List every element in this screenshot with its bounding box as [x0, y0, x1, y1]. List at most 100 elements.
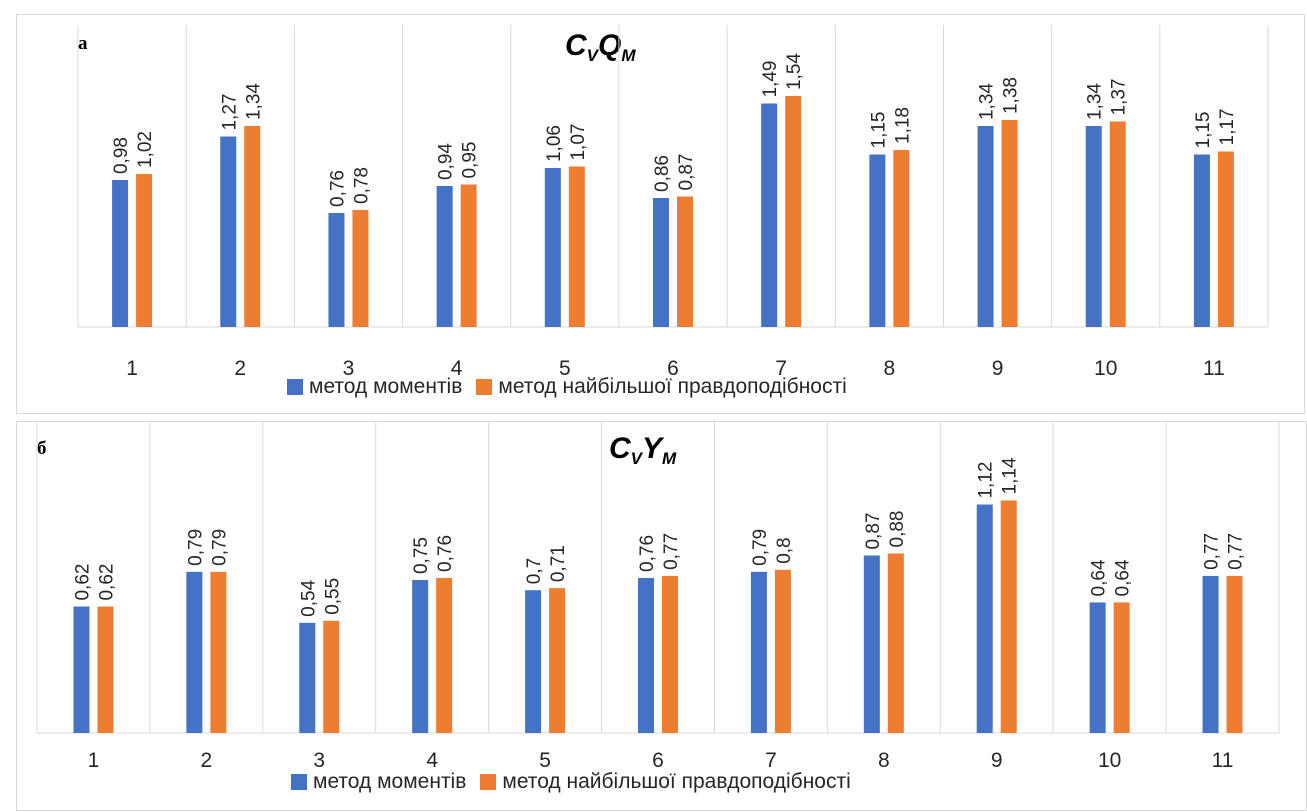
data-label-ml: 0,87	[676, 154, 697, 191]
data-label-ml: 0,77	[1226, 533, 1247, 570]
data-label-moments: 1,34	[1085, 83, 1106, 120]
title-sub-2: M	[621, 46, 636, 65]
data-label-ml: 0,55	[322, 578, 343, 615]
chart-panel-b: б CVYM 0,62 0,62 1 0,79 0,79 2 0,54 0,55 3 0,75 0,…	[16, 421, 1307, 811]
data-label-moments: 0,79	[750, 529, 771, 566]
title-base: C	[609, 432, 631, 465]
bar-moments	[186, 571, 203, 733]
data-label-ml: 0,8	[774, 537, 795, 563]
x-tick-label: 4	[451, 357, 463, 380]
x-tick-label: 11	[1203, 357, 1225, 380]
bar-ml	[1226, 575, 1243, 733]
title-mid: Y	[642, 432, 663, 465]
bar-moments	[863, 555, 880, 733]
bar-ml	[1000, 500, 1017, 733]
x-tick-label: 5	[539, 749, 551, 772]
legend-item-moments: метод моментів	[287, 375, 462, 399]
data-label-moments: 1,15	[1193, 112, 1214, 149]
data-label-moments: 0,86	[652, 155, 673, 192]
legend-swatch-moments	[291, 774, 307, 790]
title-sub-1: V	[586, 46, 599, 65]
data-label-ml: 1,18	[892, 107, 913, 144]
x-tick-label: 7	[765, 749, 777, 772]
data-label-ml: 1,07	[568, 124, 589, 161]
x-tick-label: 7	[775, 357, 787, 380]
x-tick-label: 3	[343, 357, 355, 380]
bar-ml	[893, 150, 910, 327]
x-tick-label: 6	[652, 749, 664, 772]
legend-label-moments: метод моментів	[309, 375, 463, 398]
bar-moments	[73, 606, 90, 733]
x-tick-label: 3	[313, 749, 325, 772]
data-label-moments: 0,54	[298, 579, 319, 616]
data-label-ml: 1,34	[243, 83, 264, 120]
data-label-moments: 0,62	[72, 564, 93, 601]
legend-swatch-ml	[476, 379, 493, 395]
data-label-ml: 0,76	[435, 535, 456, 572]
data-label-moments: 1,06	[544, 125, 565, 162]
bar-ml	[662, 575, 678, 733]
bar-moments	[412, 580, 429, 733]
data-label-ml: 1,14	[1000, 457, 1021, 494]
bar-ml	[460, 184, 477, 327]
bar-moments	[299, 622, 316, 733]
data-label-moments: 0,79	[185, 529, 206, 566]
bar-ml	[1113, 602, 1130, 733]
title-sub-2: M	[662, 449, 677, 468]
bar-ml	[210, 571, 227, 733]
bar-moments	[1089, 602, 1106, 733]
legend-item-ml: метод найбільшої правдоподібності	[476, 375, 847, 399]
x-tick-label: 6	[667, 357, 679, 380]
bar-moments	[977, 126, 994, 327]
data-label-ml: 0,77	[661, 533, 682, 570]
x-tick-label: 8	[884, 357, 896, 380]
data-label-ml: 1,02	[135, 131, 156, 168]
bar-moments	[544, 168, 561, 327]
bar-moments	[869, 154, 886, 327]
bar-ml	[774, 569, 791, 733]
x-tick-label: 2	[201, 749, 213, 772]
title-base: C	[565, 29, 587, 62]
bar-ml	[887, 553, 904, 733]
bar-ml	[352, 210, 369, 327]
data-label-moments: 0,75	[411, 537, 432, 574]
bar-ml	[136, 174, 153, 327]
data-label-moments: 0,98	[111, 137, 132, 174]
data-label-moments: 0,76	[327, 170, 348, 207]
bar-ml	[1001, 120, 1018, 327]
x-tick-label: 5	[559, 357, 571, 380]
bar-moments	[328, 213, 345, 327]
legend: метод моментів метод найбільшої правдопо…	[287, 375, 861, 399]
title-mid: Q	[598, 29, 622, 62]
chart-title: CVYM	[609, 432, 676, 469]
x-tick-label: 1	[126, 357, 138, 380]
data-label-ml: 1,38	[1001, 77, 1022, 114]
legend-label-moments: метод моментів	[313, 770, 467, 793]
bar-ml	[785, 96, 802, 327]
legend-swatch-ml	[480, 774, 497, 790]
chart-panel-a: а CVQM 0,98 1,02 1 1,27 1,34 2 0,76 0,78 3 0,94 0,…	[16, 14, 1305, 414]
data-label-ml: 0,71	[548, 545, 569, 582]
bar-ml	[1217, 151, 1234, 327]
data-label-ml: 0,88	[887, 510, 908, 547]
data-label-ml: 0,62	[96, 564, 117, 601]
x-tick-label: 11	[1212, 749, 1234, 772]
data-label-ml: 0,64	[1113, 559, 1134, 596]
panel-letter: а	[78, 33, 88, 54]
legend-label-ml: метод найбільшої правдоподібності	[502, 770, 851, 793]
legend-item-ml: метод найбільшої правдоподібності	[480, 770, 851, 794]
legend-item-moments: метод моментів	[291, 770, 466, 794]
chart-title: CVQM	[565, 29, 636, 66]
bar-moments	[112, 180, 129, 327]
x-tick-label: 9	[991, 749, 1003, 772]
data-label-moments: 0,87	[863, 513, 884, 550]
legend: метод моментів метод найбільшої правдопо…	[291, 770, 865, 794]
title-sub-1: V	[630, 449, 643, 468]
data-label-moments: 0,94	[436, 143, 457, 180]
data-label-ml: 1,54	[784, 53, 805, 90]
data-label-moments: 1,15	[868, 112, 889, 149]
bar-moments	[220, 136, 237, 327]
data-label-moments: 0,7	[524, 558, 545, 584]
